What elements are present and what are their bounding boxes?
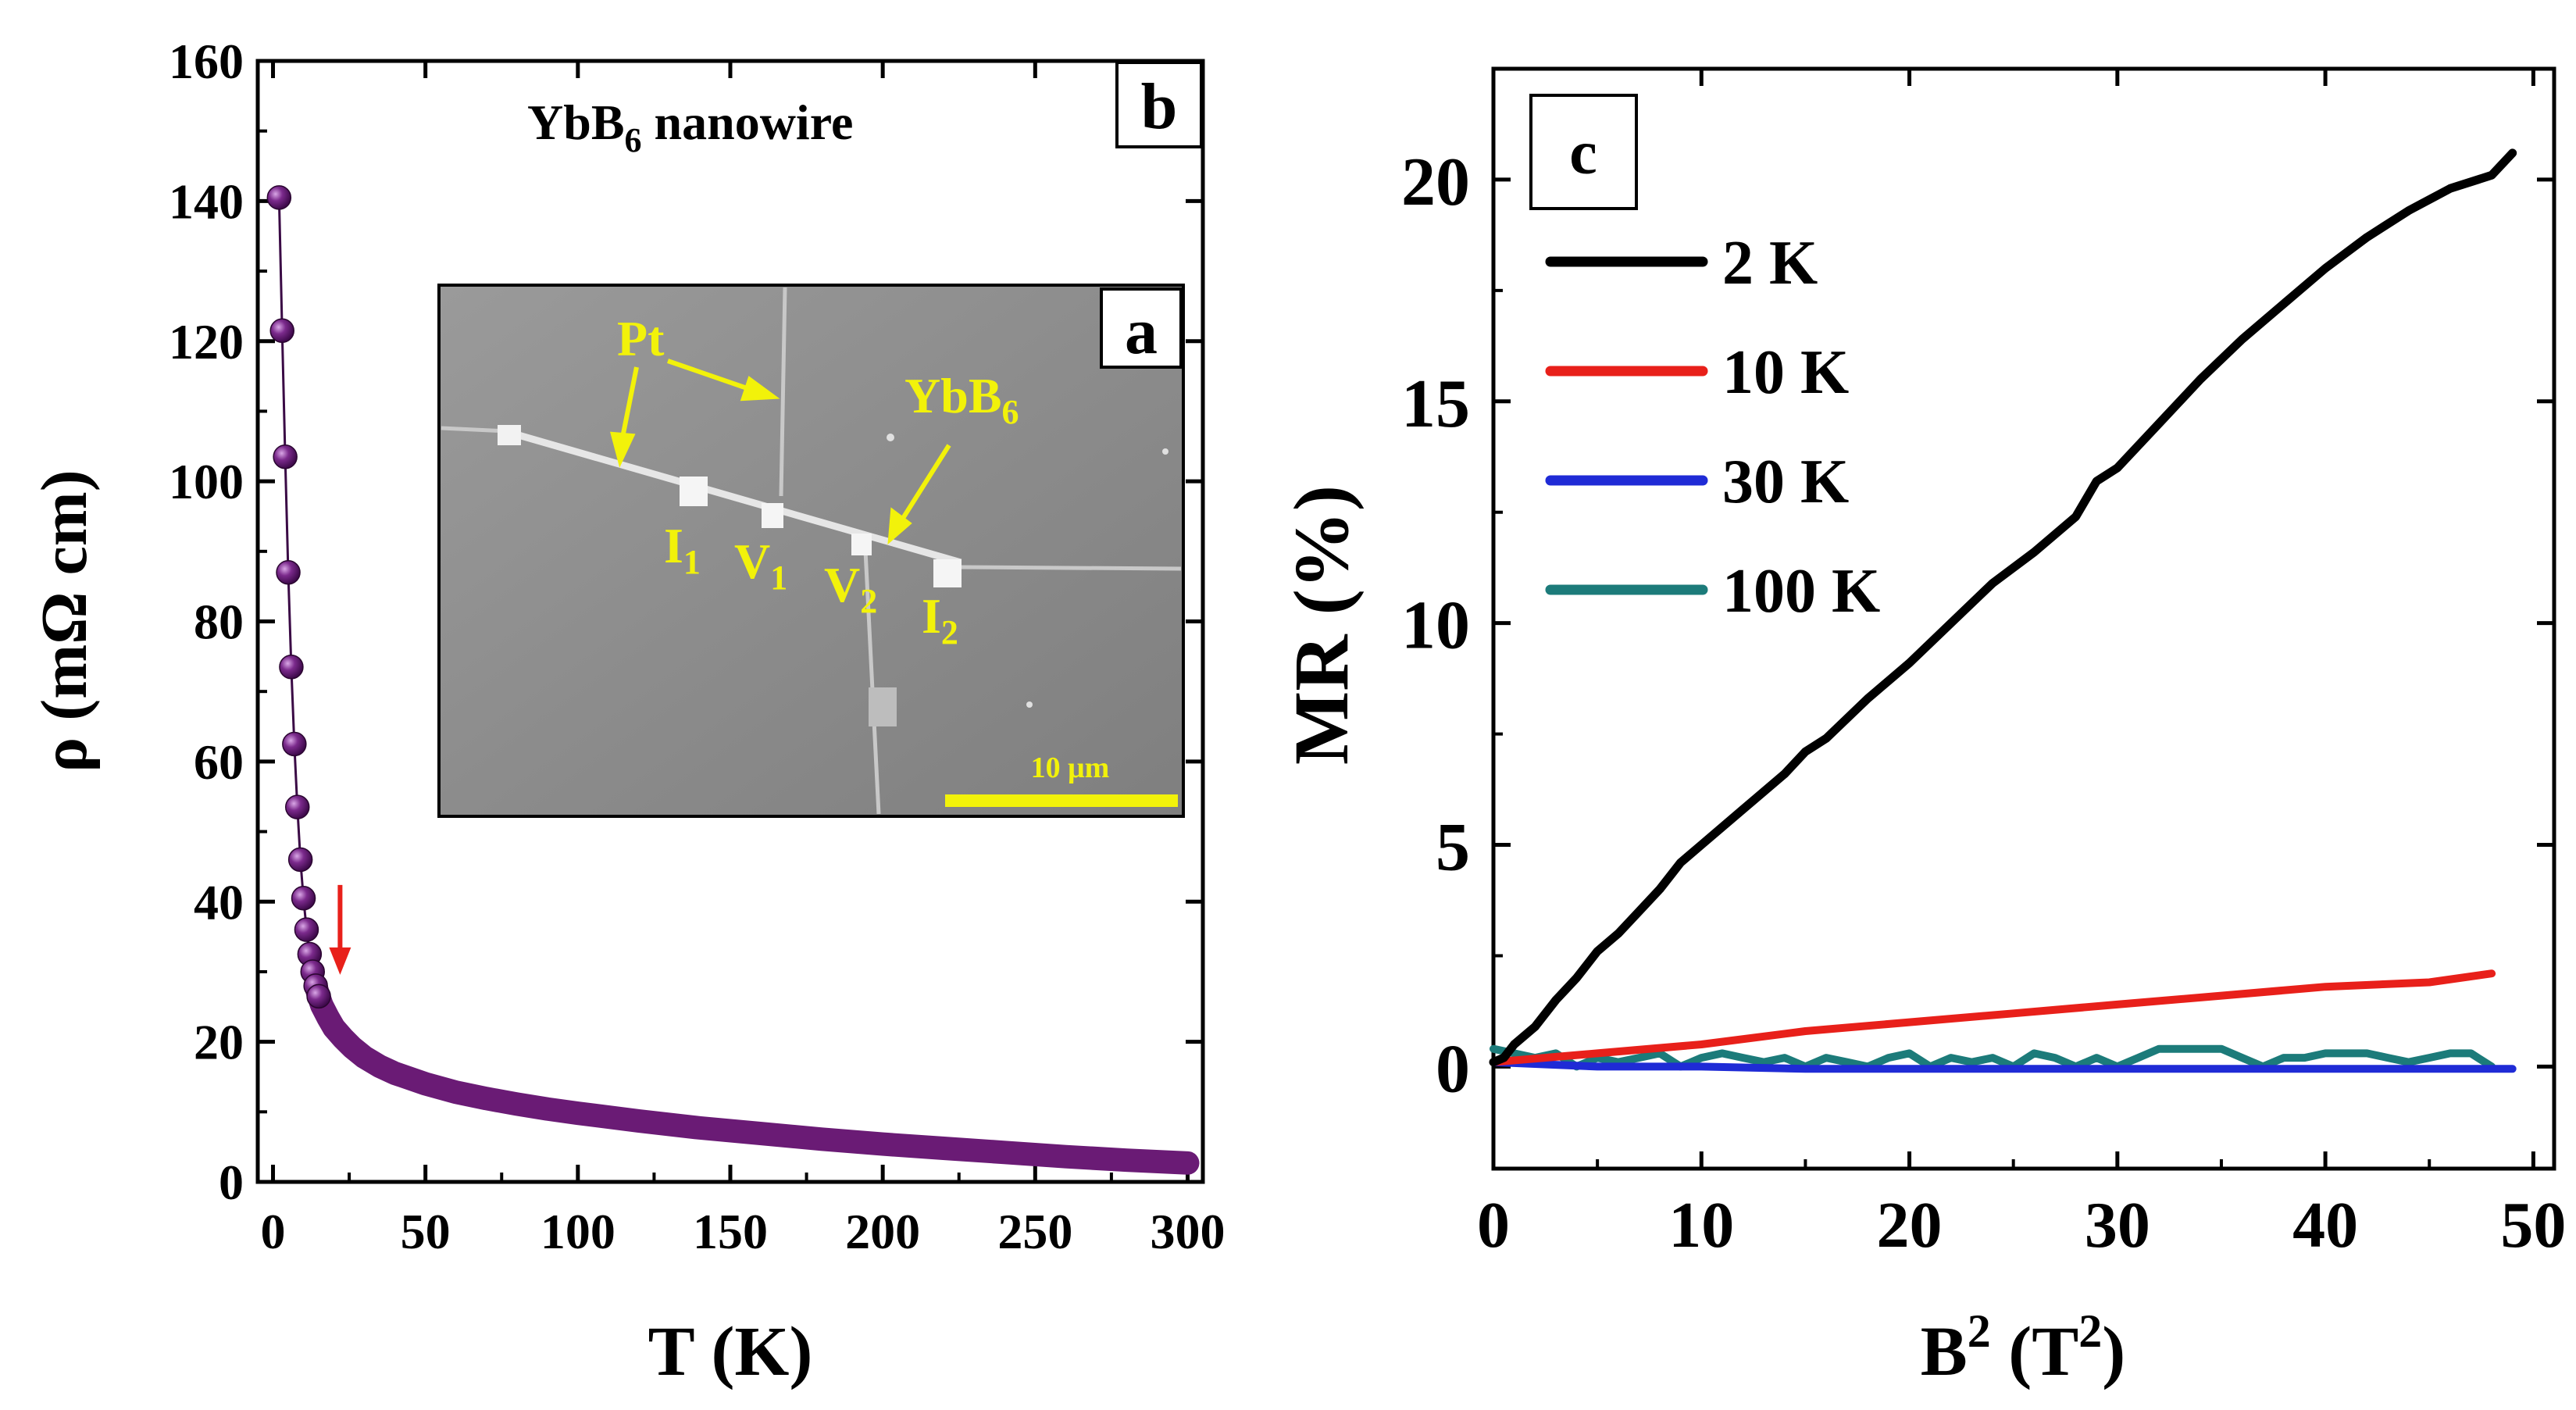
data-point <box>273 444 298 469</box>
y-tick-label: 140 <box>169 173 244 229</box>
x-tick-label: 100 <box>541 1204 615 1259</box>
data-point <box>284 794 310 819</box>
inset-arrows <box>610 359 951 545</box>
panel-label-box <box>1529 94 1638 210</box>
magnetoresistance-chart: 0 10 20 30 40 50 0 5 10 15 20 2 K 10 K 30 K 100 K c B… <box>1278 66 2566 1390</box>
x-tick-label: 250 <box>997 1204 1072 1259</box>
x-tick-label: 200 <box>845 1204 920 1259</box>
pt-line-right <box>960 565 1182 571</box>
pt-line-left <box>441 426 508 434</box>
data-point <box>269 318 294 344</box>
pad-v2 <box>851 534 872 555</box>
x-tick-label: 300 <box>1150 1204 1225 1259</box>
pad-v1 <box>762 503 783 528</box>
x-axis-label: B2 (T2) <box>1921 1305 2126 1390</box>
plot-frame <box>1491 66 2556 1171</box>
y-tick-label: 100 <box>169 454 244 509</box>
data-point <box>282 731 307 757</box>
y-tick-label: 80 <box>194 594 244 650</box>
legend-label: 10 K <box>1722 338 1849 407</box>
label-v2: V2 <box>824 557 877 620</box>
x-tick-label: 0 <box>1477 1189 1510 1262</box>
pad-bottom <box>869 687 897 726</box>
pt-line-bottom <box>863 550 881 815</box>
legend: 2 K 10 K 30 K 100 K <box>1545 229 1880 626</box>
x-tick-label: 150 <box>693 1204 768 1259</box>
label-pt: Pt <box>617 311 665 366</box>
y-tick-label: 160 <box>169 34 244 89</box>
data-point <box>291 886 316 911</box>
x-tick-label: 30 <box>2085 1189 2150 1262</box>
nanowire <box>506 428 962 566</box>
chart-title: YbB6 nanowire <box>527 95 853 159</box>
speck <box>1026 701 1033 708</box>
x-tick-label: 20 <box>1877 1189 1943 1262</box>
scale-label: 10 μm <box>1031 751 1110 784</box>
resistivity-chart: 0 50 100 150 200 250 300020406080100120140160 … <box>28 34 1225 1390</box>
legend-label: 30 K <box>1722 448 1849 516</box>
y-tick-label: 0 <box>219 1155 244 1210</box>
y-tick-label: 40 <box>194 874 244 930</box>
label-ybb6: YbB6 <box>904 368 1019 431</box>
x-tick-label: 50 <box>401 1204 451 1259</box>
speck <box>887 434 894 441</box>
y-tick-label: 120 <box>169 314 244 369</box>
pt-line-top <box>779 287 787 497</box>
title-suffix: nanowire <box>642 95 854 150</box>
panel-label: c <box>1569 119 1597 187</box>
rho-dense-markers <box>304 973 1200 1175</box>
axis-ticks: 0 50 100 150 200 250 300 0 20 40 60 80 100 120 140 160 <box>169 34 1225 1259</box>
arrow-head <box>329 947 351 975</box>
legend-label: 100 K <box>1722 557 1880 626</box>
x-tick-label: 40 <box>2292 1189 2358 1262</box>
x-tick-label: 0 <box>261 1204 286 1259</box>
pad-i1 <box>680 477 708 506</box>
speck <box>1162 448 1168 455</box>
series-line <box>1489 148 2517 1067</box>
y-tick-label: 10 <box>1401 588 1470 664</box>
y-axis-label: ρ (mΩ cm) <box>28 469 101 772</box>
data-point <box>306 983 331 1009</box>
x-tick-label: 50 <box>2500 1189 2566 1262</box>
data-point <box>279 655 304 680</box>
axis-ticks: 0 10 20 30 40 50 0 5 10 15 20 <box>1401 69 2566 1262</box>
y-tick-label: 20 <box>194 1015 244 1070</box>
y-axis-label: MR (%) <box>1278 485 1365 765</box>
data-points <box>266 185 331 1009</box>
pad-left <box>498 425 521 445</box>
series-lines <box>1489 148 2517 1073</box>
title-subscript: 6 <box>625 121 642 159</box>
y-tick-label: 0 <box>1436 1031 1470 1107</box>
y-tick-label: 15 <box>1401 366 1470 442</box>
data-point <box>266 185 292 210</box>
label-v1: V1 <box>734 534 787 597</box>
legend-label: 2 K <box>1722 229 1818 298</box>
series-line <box>1490 1058 2517 1073</box>
inset-label-box <box>1100 287 1183 369</box>
inset-panel-label: a <box>1125 295 1158 368</box>
data-point <box>276 559 301 585</box>
inset-sem-image: a Pt YbB6 I1 V1 V2 I2 10 μm <box>437 284 1185 818</box>
panel-label: b <box>1141 70 1178 143</box>
transition-arrow <box>329 884 351 975</box>
panel-label-box <box>1115 61 1203 148</box>
y-tick-label: 5 <box>1436 810 1470 886</box>
data-point <box>287 847 313 873</box>
label-i2: I2 <box>922 588 958 651</box>
x-tick-label: 10 <box>1668 1189 1734 1262</box>
series-line <box>1490 969 2496 1066</box>
inset-background <box>437 284 1185 818</box>
scale-bar <box>945 794 1178 807</box>
pad-i2 <box>933 559 962 587</box>
label-i1: I1 <box>664 518 701 581</box>
series-line <box>1490 1044 2496 1071</box>
y-tick-label: 60 <box>194 734 244 790</box>
x-axis-label: T (K) <box>648 1313 813 1390</box>
y-tick-label: 20 <box>1401 145 1470 220</box>
data-point <box>294 917 319 942</box>
